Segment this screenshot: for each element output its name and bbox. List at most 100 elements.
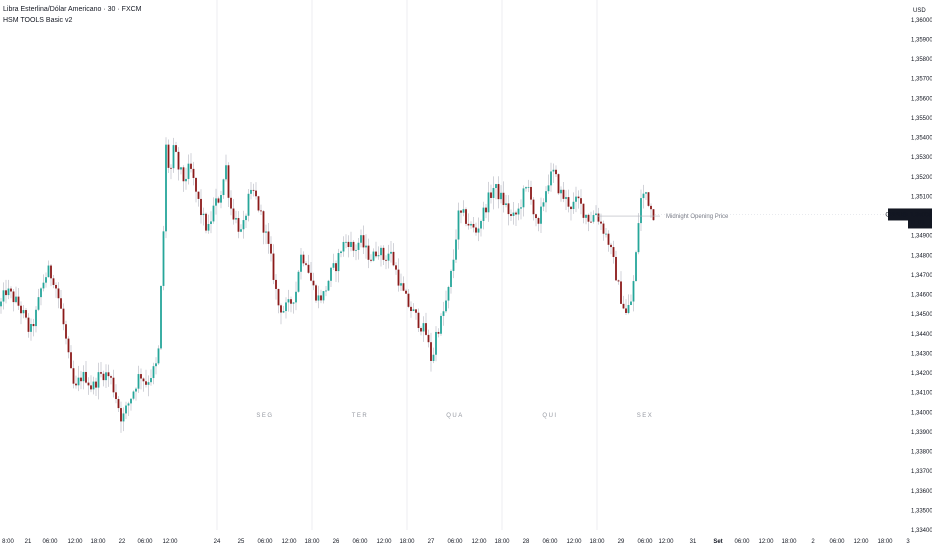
- time-tick-label: 21: [25, 539, 32, 545]
- candle-body: [535, 214, 537, 219]
- candle-body: [475, 227, 477, 233]
- candle-body: [455, 239, 457, 260]
- candle-body: [275, 279, 277, 289]
- candle-body: [540, 206, 542, 224]
- candle-body: [297, 271, 300, 292]
- symbol-title[interactable]: Libra Esterlina/Dólar Americano · 30 · F…: [3, 6, 142, 13]
- candle-body: [57, 288, 60, 299]
- candle-body: [562, 189, 565, 199]
- candle-body: [137, 374, 140, 389]
- candle-body: [450, 270, 452, 287]
- candle-body: [522, 188, 525, 208]
- time-tick-label: 31: [690, 539, 697, 545]
- time-tick-label: 3: [906, 539, 910, 545]
- candle-body: [65, 324, 67, 339]
- candle-body: [485, 207, 487, 213]
- candle-body: [50, 265, 52, 279]
- candle-body: [347, 241, 350, 247]
- candle-body: [400, 283, 402, 286]
- candle-body: [5, 290, 7, 296]
- time-tick-label: 06:00: [829, 539, 845, 545]
- candle-body: [505, 203, 507, 206]
- candle-body: [240, 229, 242, 232]
- price-tick-label: 1,34400: [911, 332, 932, 338]
- candle-body: [115, 392, 117, 400]
- time-tick-label: 06:00: [447, 539, 463, 545]
- candle-body: [362, 235, 365, 248]
- candle-body: [267, 231, 270, 244]
- candle-body: [45, 277, 47, 283]
- candle-body: [630, 301, 632, 305]
- candle-body: [482, 207, 485, 222]
- candle-body: [585, 214, 587, 218]
- candle-body: [312, 280, 315, 286]
- candle-body: [130, 398, 132, 404]
- candle-body: [260, 210, 262, 212]
- candle-body: [107, 372, 110, 377]
- candle-body: [92, 381, 95, 390]
- price-tick-label: 1,33800: [911, 450, 932, 456]
- candle-body: [292, 302, 295, 304]
- price-tick-label: 1,33600: [911, 489, 932, 495]
- candle-body: [392, 251, 395, 266]
- time-tick-label: 06:00: [257, 539, 273, 545]
- candle-body: [192, 168, 195, 178]
- candle-body: [190, 163, 192, 169]
- candle-body: [97, 372, 100, 388]
- price-tick-label: 1,35900: [911, 37, 932, 43]
- candle-body: [220, 195, 222, 203]
- candle-body: [20, 305, 22, 314]
- candle-body: [342, 241, 345, 252]
- candle-body: [435, 331, 437, 355]
- candle-body: [355, 249, 357, 251]
- candle-body: [415, 309, 417, 313]
- candle-body: [542, 202, 545, 207]
- candle-body: [622, 303, 625, 309]
- price-tick-label: 1,35600: [911, 96, 932, 102]
- candle-body: [625, 308, 627, 314]
- candle-body: [637, 223, 640, 253]
- indicator-name[interactable]: HSM TOOLS Basic v2: [3, 17, 73, 24]
- price-tick-label: 1,33900: [911, 430, 932, 436]
- candle-body: [510, 214, 512, 216]
- candle-body: [155, 363, 157, 367]
- time-tick-label: 27: [428, 539, 435, 545]
- candle-body: [157, 348, 160, 364]
- candle-body: [527, 186, 530, 188]
- time-tick-label: 06:00: [734, 539, 750, 545]
- candle-body: [507, 203, 510, 215]
- candle-body: [180, 167, 182, 170]
- time-tick-label: 26: [333, 539, 340, 545]
- candle-body: [602, 223, 605, 234]
- candle-body: [407, 293, 410, 307]
- candle-body: [175, 145, 177, 152]
- weekday-label: QUA: [446, 413, 464, 419]
- weekday-labels: SEG TER QUA QUI SEX: [256, 413, 651, 419]
- candle-body: [10, 288, 12, 292]
- candle-body: [495, 184, 497, 189]
- time-tick-label: 12:00: [853, 539, 869, 545]
- candle-body: [287, 299, 290, 303]
- candle-body: [590, 221, 592, 223]
- candle-body: [497, 184, 500, 200]
- time-tick-label: 06:00: [352, 539, 368, 545]
- candle-body: [352, 241, 355, 251]
- candle-body: [467, 223, 470, 226]
- candle-body: [125, 405, 127, 414]
- time-tick-label: 18:00: [399, 539, 415, 545]
- candle-body: [160, 285, 162, 349]
- candle-body: [245, 215, 247, 221]
- candle-body: [515, 212, 517, 215]
- candle-body: [17, 296, 20, 306]
- price-axis[interactable]: USD 1,36000 1,35900 1,35800 1,35700 1,35600 1,…: [911, 8, 932, 534]
- candle-body: [300, 254, 302, 272]
- candle-body: [555, 169, 557, 175]
- time-tick-label: 06:00: [42, 539, 58, 545]
- time-axis[interactable]: 8:00 21 06:00 12:00 18:00 22 06:00 12:00 24 25 06:…: [2, 539, 910, 545]
- candle-body: [247, 193, 250, 216]
- candle-body: [35, 309, 37, 327]
- mop-label: Midnight Opening Price: [666, 214, 729, 220]
- candle-body: [285, 302, 287, 312]
- candle-body: [367, 245, 370, 260]
